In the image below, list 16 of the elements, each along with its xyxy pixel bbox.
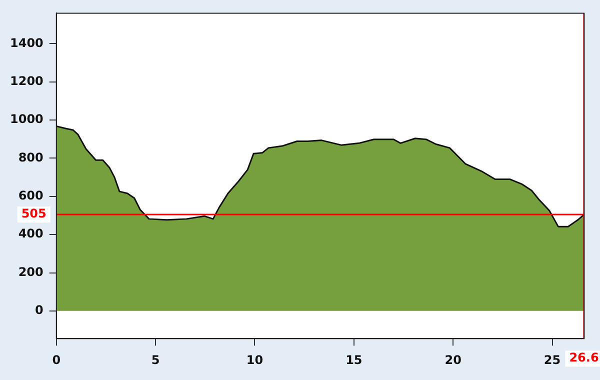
y-tick-label: 1000 xyxy=(10,112,44,126)
x-tick-label: 20 xyxy=(444,352,462,367)
x-tick-label: 15 xyxy=(346,352,362,367)
x-tick-label: 5 xyxy=(151,352,160,367)
ref-line-label: 505 xyxy=(21,206,46,221)
y-tick-label: 800 xyxy=(18,150,44,164)
y-tick-label: 1400 xyxy=(10,36,44,50)
x-tick-label: 10 xyxy=(246,352,264,367)
y-tick-label: 0 xyxy=(35,303,44,318)
y-tick-label: 400 xyxy=(18,226,44,241)
y-tick-label: 200 xyxy=(18,264,44,279)
x-tick-label: 0 xyxy=(52,352,61,367)
y-tick-label: 1200 xyxy=(10,74,44,88)
y-tick-label: 600 xyxy=(18,188,44,203)
ref-line-label: 26.6 xyxy=(569,350,599,365)
x-tick-label: 25 xyxy=(544,352,561,367)
